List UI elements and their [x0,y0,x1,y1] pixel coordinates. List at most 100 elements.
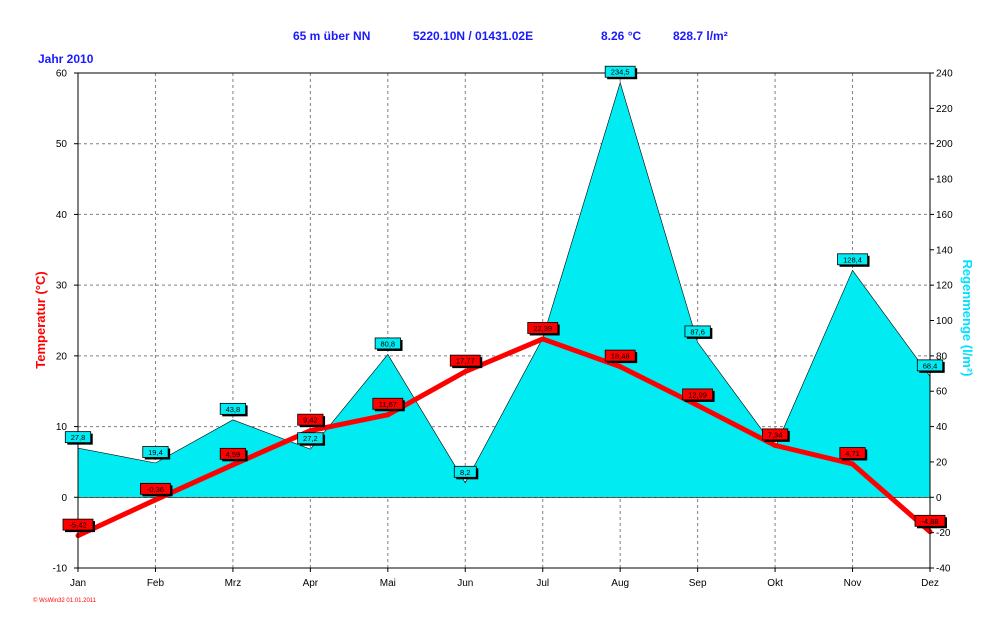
rain-data-label: 87,6 [684,325,713,339]
data-label-box [761,428,789,441]
data-label-box [916,359,944,372]
year-label: Jahr 2010 [38,52,94,66]
y-right-tick-label: 40 [936,422,948,433]
temperature-point [307,428,313,434]
data-label-text: 87,6 [690,327,705,336]
data-label-text: 68,4 [923,361,938,370]
rain-data-label: 19,4 [142,446,171,460]
data-label-text: 27,8 [71,433,86,442]
data-label-text: 43,8 [226,405,241,414]
data-label-text: 11,67 [379,400,397,409]
data-label-box [604,65,636,78]
header-mean-temp: 8.26 °C [601,29,641,43]
temperature-data-label: 18,48 [604,349,638,364]
x-category-label: Jun [457,578,473,589]
temperature-data-label: -4,88 [914,514,947,529]
y-right-tick-label: -40 [936,564,951,575]
y-left-tick-label: 50 [56,139,68,150]
y-right-tick-label: 140 [936,245,953,256]
rain-data-label: 27,8 [64,431,93,445]
data-label-box [453,465,477,478]
temperature-data-label: 11,67 [372,397,405,412]
temperature-data-label: 4,59 [219,447,248,462]
data-label-text: 128,4 [843,255,862,264]
data-label-box [682,388,714,401]
temperature-data-label: 17,77 [449,354,483,369]
rain-data-label: 80,8 [374,337,403,351]
y-right-tick-label: 220 [936,104,953,115]
x-category-label: Aug [611,578,629,589]
data-label-text: -4,88 [921,517,938,526]
data-label-text: -0,36 [147,485,164,494]
data-label-text: 17,77 [456,357,475,366]
data-label-box [684,325,711,338]
data-label-box [449,354,481,367]
temperature-point [617,364,623,370]
y-right-tick-label: 120 [936,281,953,292]
data-label-box [837,253,868,266]
x-category-label: Okt [767,578,783,589]
rain-data-label: 8,2 [453,465,479,480]
rain-data-label: 68,4 [916,359,945,373]
data-label-text: 18,48 [611,352,630,361]
data-label-text: -5,42 [69,521,86,530]
y-right-tick-label: 180 [936,175,953,186]
x-category-label: Jan [70,578,86,589]
x-category-label: Apr [303,578,319,589]
y-left-tick-label: 0 [61,493,67,504]
data-label-text: 27,2 [303,434,318,443]
data-label-text: 234,5 [611,68,630,77]
y-left-tick-label: 10 [56,422,68,433]
y-right-tick-label: 80 [936,351,948,362]
temperature-point [230,462,236,468]
data-label-box [219,402,247,415]
data-label-box [914,514,946,527]
data-label-text: 22,39 [533,324,552,333]
y-axis-right-title: Regenmenge (l/m²) [960,259,975,376]
data-label-box [604,349,636,362]
data-label-box [297,413,324,426]
data-label-box [64,431,92,444]
data-label-box [372,397,404,410]
data-label-box [140,482,171,495]
temperature-point [462,369,468,375]
temperature-line [76,336,932,538]
temperature-data-label: -0,36 [140,482,173,497]
x-category-label: Mrz [225,578,242,589]
y-right-tick-label: -20 [936,528,951,539]
data-label-text: 80,8 [381,339,396,348]
data-label-box [839,447,866,459]
header-coords: 5220.10N / 01431.02E [413,29,533,43]
data-label-text: 12,99 [688,390,707,399]
data-label-text: 19,4 [148,448,163,457]
data-label-box [527,322,559,334]
footer-credit: © WsWin32 01.01.2011 [33,597,97,604]
x-category-label: Dez [921,578,939,589]
rain-data-label: 128,4 [837,253,870,267]
data-label-box [219,447,247,460]
rain-data-label: 234,5 [604,65,638,80]
y-left-tick-label: 30 [56,281,68,292]
temperature-point [540,336,546,342]
temperature-point [152,497,158,503]
data-label-text: 4,71 [845,449,860,458]
data-label-box [374,337,401,350]
y-left-tick-label: 60 [56,69,68,80]
y-left-tick-label: 20 [56,351,68,362]
data-label-text: 9,42 [303,416,318,425]
data-label-text: 4,59 [226,450,241,459]
y-right-tick-label: 240 [936,69,953,80]
y-right-tick-label: 60 [936,387,948,398]
x-category-label: Sep [689,578,707,589]
data-label-box [142,446,169,458]
x-category-label: Jul [536,578,549,589]
temperature-data-label: 22,39 [527,322,560,336]
x-category-label: Feb [147,578,165,589]
data-label-box [297,432,324,445]
y-right-tick-label: 160 [936,210,953,221]
rain-data-label: 43,8 [219,402,248,417]
y-axis-left-title: Temperatur (°C) [33,271,48,368]
y-left-tick-label: -10 [53,564,68,575]
y-left-tick-label: 40 [56,210,68,221]
